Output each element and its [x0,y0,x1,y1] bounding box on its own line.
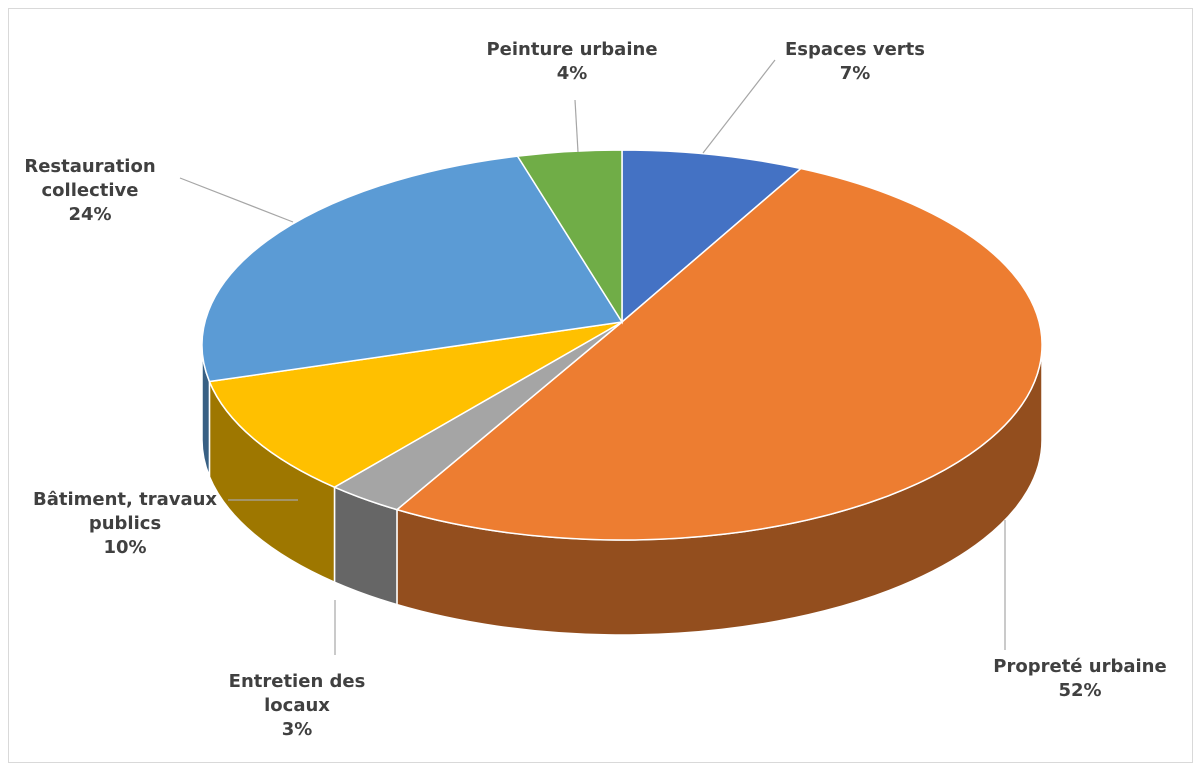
data-label: Espaces verts 7% [755,38,955,86]
slice [201,155,624,383]
value-label: 24% [68,204,112,225]
category-label: Bâtiment, travaux publics [32,489,218,534]
value-label: 7% [839,63,871,84]
leader-line [179,177,294,223]
value-label: 3% [281,719,313,740]
data-label: Peinture urbaine 4% [472,38,672,86]
slice [395,167,1043,541]
category-label: Peinture urbaine [486,39,658,60]
slice [516,149,623,325]
slice [621,149,803,324]
value-label: 4% [556,63,588,84]
data-label: Propreté urbaine 52% [970,655,1190,703]
category-label: Entretien des locaux [228,671,366,716]
category-label: Espaces verts [784,39,926,60]
value-label: 52% [1058,680,1102,701]
data-label: Restauration collective 24% [15,155,165,227]
leader-line [702,59,776,154]
slice [208,321,623,488]
value-label: 10% [103,537,147,558]
data-label: Entretien des locaux 3% [222,670,372,742]
category-label: Propreté urbaine [993,656,1167,677]
category-label: Restauration collective [24,156,156,201]
leader-line [574,99,579,153]
data-label: Bâtiment, travaux publics 10% [33,488,218,560]
chart-frame [8,8,1193,763]
